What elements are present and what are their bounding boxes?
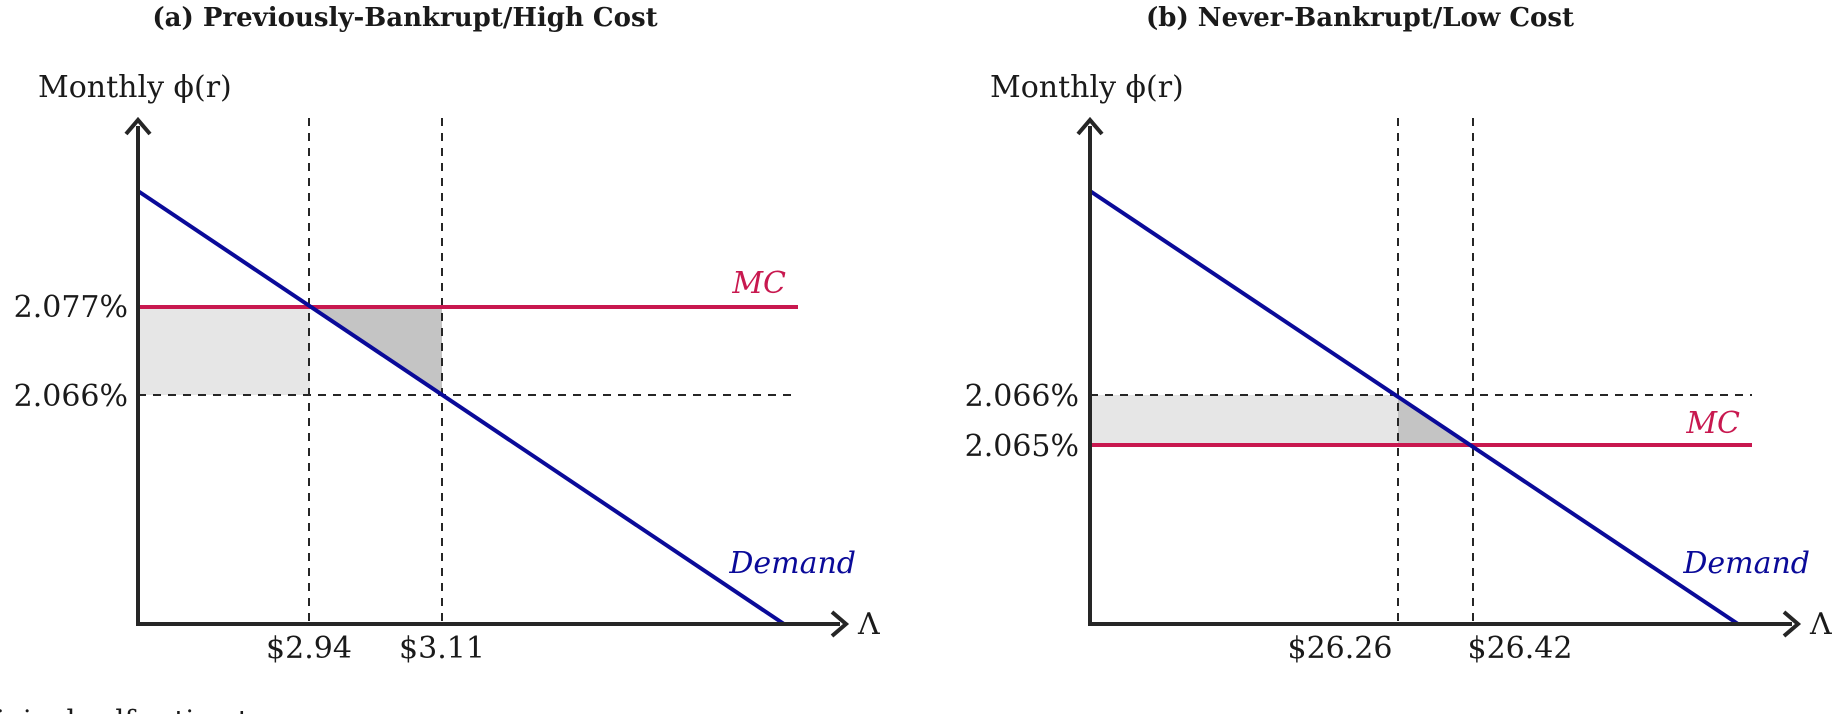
caption-fragment: iginal self-estimates bbox=[0, 704, 280, 714]
panel-a-x-tick-1: $2.94 bbox=[266, 631, 352, 666]
panel-a-x-arrow bbox=[830, 610, 850, 638]
panel-a-demand-line bbox=[136, 189, 786, 626]
panel-a-light-shade bbox=[140, 307, 310, 395]
panel-b-x-tick-1: $26.26 bbox=[1288, 631, 1393, 666]
panel-b-demand-label: Demand bbox=[1682, 546, 1810, 581]
panel-b-x-tick-2: $26.42 bbox=[1468, 631, 1573, 666]
panel-a-title: (a) Previously-Bankrupt/High Cost bbox=[152, 3, 657, 33]
panel-a-y-arrow bbox=[124, 116, 152, 136]
panel-b-demand-line bbox=[1088, 189, 1740, 626]
panel-b-x-arrow bbox=[1782, 610, 1802, 638]
panel-a-y-tick-2: 2.066% bbox=[14, 379, 128, 414]
panel-a: (a) Previously-Bankrupt/High Cost Monthl… bbox=[14, 3, 880, 666]
panel-b-x-axis-label: Λ bbox=[1809, 607, 1832, 642]
panel-b-y-tick-2: 2.065% bbox=[965, 429, 1079, 464]
panel-a-demand-label: Demand bbox=[728, 546, 856, 581]
panel-b-mc-label: MC bbox=[1685, 406, 1740, 441]
panel-b-y-axis-label: Monthly ϕ(r) bbox=[990, 70, 1184, 105]
panel-b-title: (b) Never-Bankrupt/Low Cost bbox=[1146, 3, 1574, 33]
panel-a-y-axis-label: Monthly ϕ(r) bbox=[38, 70, 232, 105]
panel-b: (b) Never-Bankrupt/Low Cost Monthly ϕ(r)… bbox=[965, 3, 1832, 666]
panel-a-y-tick-1: 2.077% bbox=[14, 290, 128, 325]
panel-a-mc-label: MC bbox=[731, 266, 786, 301]
panel-a-x-tick-2: $3.11 bbox=[399, 631, 485, 666]
panel-b-y-tick-1: 2.066% bbox=[965, 379, 1079, 414]
panel-b-y-arrow bbox=[1076, 116, 1104, 136]
panel-a-x-axis-label: Λ bbox=[857, 607, 880, 642]
panel-b-light-shade bbox=[1092, 395, 1398, 445]
